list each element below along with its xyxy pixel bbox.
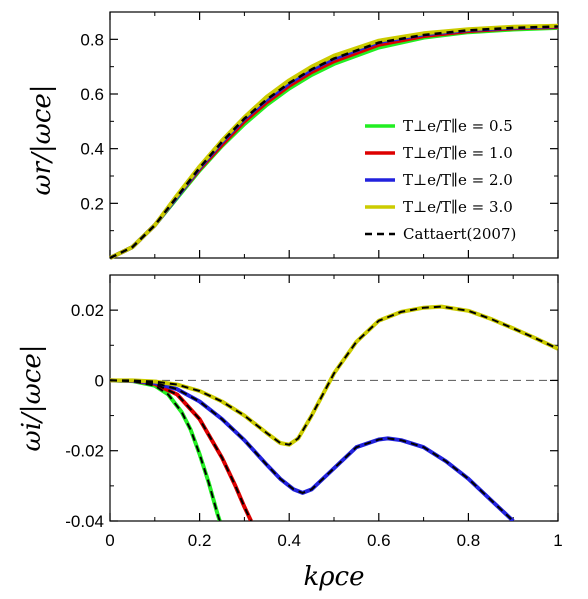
top-panel: 0.20.40.60.8 T⊥e/T∥e = 0.5T⊥e/T∥e = 1.0T… [27, 11, 559, 260]
legend-label: Cattaert(2007) [403, 225, 516, 243]
x-tick-label: 1 [553, 531, 562, 550]
x-tick-label: 0.2 [188, 531, 212, 550]
x-tick-label: 0.6 [367, 531, 391, 550]
x-tick-label: 0.4 [277, 531, 301, 550]
bottom-y-tick-label: -0.02 [65, 442, 104, 461]
bottom-series-line [110, 378, 253, 521]
bottom-series-line [110, 304, 558, 447]
legend-label: T⊥e/T∥e = 2.0 [403, 171, 513, 189]
bottom-reference-dashed-line [110, 305, 558, 446]
x-tick-label: 0 [105, 531, 114, 550]
bottom-reference-dashed-line [110, 379, 253, 521]
legend: T⊥e/T∥e = 0.5 T⊥e/T∥e = 1.0 T⊥e/T∥e = 2.0 T… [365, 117, 516, 243]
x-tick-label: 0.8 [457, 531, 481, 550]
legend-label: T⊥e/T∥e = 0.5 [403, 117, 513, 135]
top-plot-frame [109, 11, 559, 259]
bottom-y-tick-label: 0.02 [71, 301, 104, 320]
top-y-tick-label: 0.4 [80, 140, 104, 159]
top-x-ticks [109, 12, 559, 258]
bottom-series-line [110, 378, 515, 521]
bottom-x-ticks: 0 0.2 0.4 0.6 0.8 1 [105, 275, 563, 550]
bottom-y-tick-label: -0.04 [65, 512, 104, 531]
legend-label: T⊥e/T∥e = 1.0 [403, 144, 513, 162]
top-series-group [109, 23, 559, 260]
bottom-reference-dashed-line [110, 379, 514, 521]
top-y-axis-label: ωr/|ωce| [27, 84, 57, 195]
x-axis-label: kρce [304, 562, 365, 592]
bottom-y-axis-label: ωi/|ωce| [17, 345, 47, 452]
top-y-tick-label: 0.6 [80, 85, 104, 104]
bottom-reference-dashed-line [110, 379, 221, 521]
bottom-series-line [110, 378, 222, 521]
bottom-plot-frame [109, 274, 559, 522]
legend-label: T⊥e/T∥e = 3.0 [403, 198, 513, 216]
top-y-ticks: 0.2 0.4 0.6 0.8 [80, 11, 558, 232]
top-series-line [109, 25, 559, 260]
top-y-tick-label: 0.8 [80, 30, 104, 49]
bottom-series-group [110, 304, 558, 521]
bottom-y-tick-label: 0 [95, 371, 104, 390]
top-y-tick-label: 0.2 [80, 194, 104, 213]
top-series-line [109, 25, 559, 260]
